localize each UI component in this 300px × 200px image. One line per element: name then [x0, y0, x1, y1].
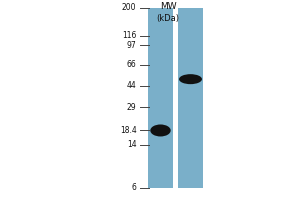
- Text: MW: MW: [160, 2, 176, 11]
- Text: 200: 200: [122, 3, 136, 12]
- Ellipse shape: [150, 124, 171, 136]
- Ellipse shape: [179, 74, 202, 84]
- Text: 97: 97: [127, 41, 136, 50]
- Text: 6: 6: [132, 184, 136, 192]
- Text: 116: 116: [122, 31, 136, 40]
- Bar: [148, 8, 173, 188]
- Text: 66: 66: [127, 60, 136, 69]
- Text: 44: 44: [127, 81, 136, 90]
- Text: 14: 14: [127, 140, 136, 149]
- Bar: [178, 8, 203, 188]
- Text: 18.4: 18.4: [120, 126, 136, 135]
- Text: 29: 29: [127, 103, 136, 112]
- Text: (kDa): (kDa): [157, 14, 179, 23]
